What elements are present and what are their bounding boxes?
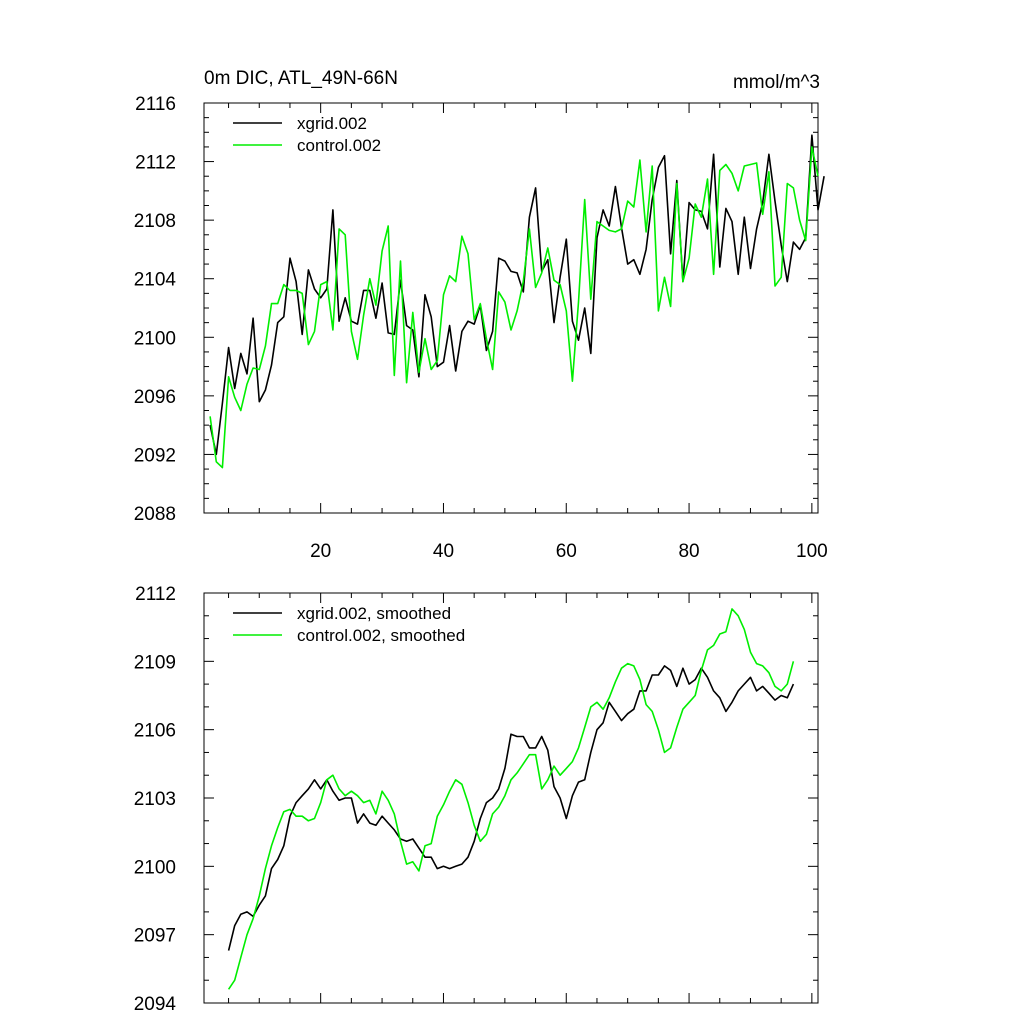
legend-label-control: control.002	[297, 136, 381, 155]
y-tick-label: 2104	[134, 270, 177, 291]
bottom-plot-frame	[203, 592, 819, 1004]
top-chart-units: mmol/m^3	[733, 72, 820, 93]
series-line-control-002-smoothed	[227, 608, 795, 990]
series-line-xgrid-002-smoothed	[227, 665, 795, 951]
x-tick-label: 40	[433, 541, 454, 562]
top-chart-title: 0m DIC, ATL_49N-66N	[204, 68, 398, 89]
top-legend: xgrid.002 control.002	[233, 114, 381, 155]
series-line-xgrid-002	[209, 134, 825, 456]
x-tick-label: 60	[556, 541, 577, 562]
y-tick-label: 2092	[134, 445, 176, 466]
x-tick-label: 20	[310, 541, 331, 562]
bottom-legend: xgrid.002, smoothed control.002, smoothe…	[233, 604, 465, 645]
x-tick-label: 100	[796, 541, 828, 562]
y-tick-label: 2103	[134, 789, 176, 810]
y-tick-label: 2100	[134, 328, 176, 349]
bottom-panel: 2094 2097 2100 2103 2106 2109 2112 xgrid.002, …	[134, 584, 819, 1015]
y-tick-label: 2096	[134, 387, 176, 408]
top-panel: 0m DIC, ATL_49N-66N mmol/m^3 2088 2092 209…	[134, 68, 828, 562]
y-tick-label: 2106	[134, 721, 176, 742]
y-tick-label: 2108	[134, 211, 176, 232]
y-tick-label: 2088	[134, 504, 176, 525]
y-tick-label: 2094	[134, 994, 177, 1015]
top-series-group	[209, 134, 825, 469]
y-tick-label: 2112	[135, 584, 176, 605]
x-tick-label: 80	[678, 541, 699, 562]
legend-label-xgrid: xgrid.002	[297, 114, 367, 133]
y-tick-label: 2116	[135, 94, 176, 115]
y-tick-label: 2109	[134, 652, 176, 673]
y-tick-label: 2097	[134, 926, 176, 947]
legend-label-control-smoothed: control.002, smoothed	[297, 626, 465, 645]
y-tick-label: 2112	[135, 153, 176, 174]
legend-label-xgrid-smoothed: xgrid.002, smoothed	[297, 604, 451, 623]
top-axis-ticks: 2088 2092 2096 2100 2104 2108 2112 2116 20 40 60 80…	[134, 94, 828, 562]
bottom-series-group	[227, 608, 795, 990]
bottom-axis-ticks: 2094 2097 2100 2103 2106 2109 2112	[134, 584, 818, 1015]
y-tick-label: 2100	[134, 857, 176, 878]
series-line-control-002	[209, 146, 819, 469]
